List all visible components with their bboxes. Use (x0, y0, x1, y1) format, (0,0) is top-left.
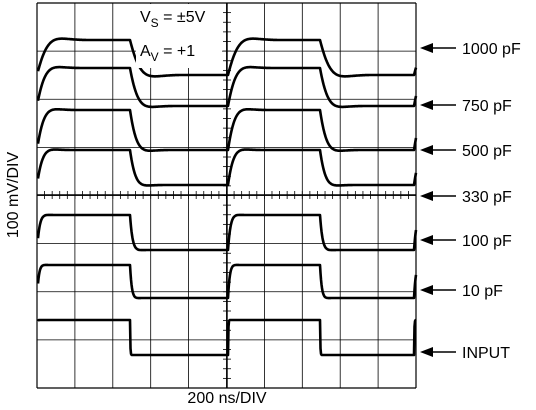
trace-label: 750 pF (462, 98, 512, 115)
waveform (36, 213, 418, 252)
trace-label: 1000 pF (462, 41, 521, 58)
subscript: V (151, 50, 159, 64)
arrow-head (420, 43, 433, 53)
arrow-head (420, 191, 433, 201)
trace-label: 330 pF (462, 189, 512, 206)
gain-annotation: AV = +1 (140, 43, 195, 64)
trace-label: 500 pF (462, 143, 512, 160)
arrow-head (420, 347, 433, 357)
graticule (36, 2, 417, 389)
symbol: A (140, 43, 151, 60)
waveform (36, 65, 418, 109)
arrow-head (420, 100, 433, 110)
waveform (36, 318, 417, 357)
supply-annotation: VS = ±5V (140, 9, 206, 30)
annotation-backdrop (136, 4, 222, 68)
trace-label: 100 pF (462, 233, 512, 250)
text: = +1 (159, 43, 196, 60)
subscript: S (151, 16, 159, 30)
arrow-head (420, 235, 433, 245)
arrow-head (420, 285, 433, 295)
waveform (36, 148, 418, 187)
waveform (36, 108, 418, 152)
y-axis-label: 100 mV/DIV (5, 152, 22, 239)
waveforms (36, 37, 418, 357)
text: = ±5V (159, 9, 206, 26)
x-axis-label: 200 ns/DIV (187, 390, 266, 407)
trace-label: INPUT (462, 345, 510, 362)
waveform (36, 263, 418, 300)
waveform (36, 37, 418, 78)
symbol: V (140, 9, 151, 26)
trace-label: 10 pF (462, 283, 503, 300)
arrow-head (420, 145, 433, 155)
trace-labels: 1000 pF 750 pF 500 pF 330 pF 100 pF 10 pF INPU… (420, 41, 521, 362)
